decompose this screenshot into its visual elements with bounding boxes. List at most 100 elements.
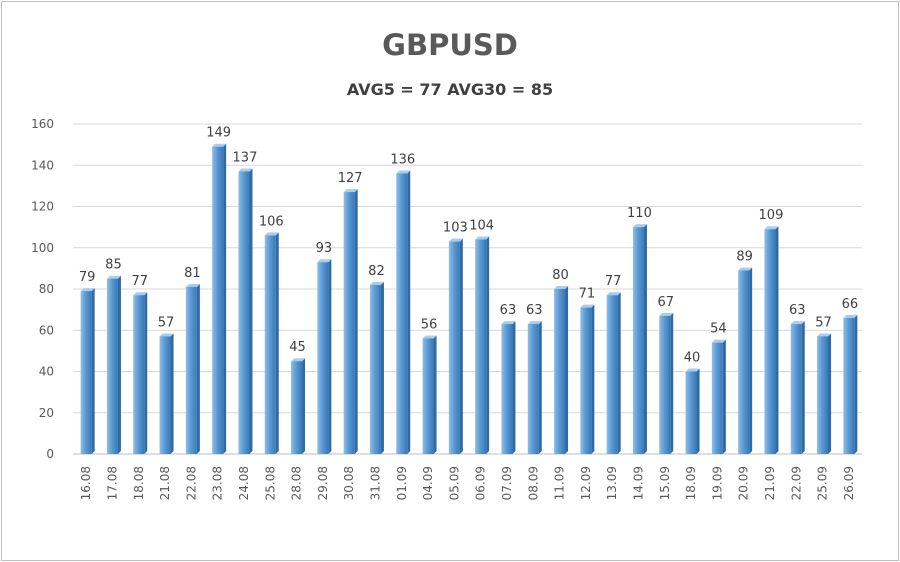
x-tick-label: 26.09 (842, 466, 856, 500)
bar-30.08 (343, 189, 358, 454)
bar-31.08 (369, 281, 384, 454)
data-label: 109 (759, 208, 784, 223)
x-tick-label: 08.09 (526, 466, 540, 500)
x-tick-label: 30.08 (342, 466, 356, 500)
data-label: 149 (206, 126, 231, 141)
data-label: 103 (443, 221, 468, 236)
y-tick-label: 40 (39, 365, 54, 379)
bar-04.09 (422, 335, 437, 454)
x-tick-label: 25.08 (263, 466, 277, 500)
x-tick-label: 05.09 (447, 466, 461, 500)
bar-17.08 (106, 275, 121, 454)
bar-29.08 (317, 259, 332, 454)
data-label: 93 (316, 241, 333, 256)
bar-26.09 (843, 314, 858, 454)
data-label: 63 (789, 303, 806, 318)
bar-12.09 (580, 304, 595, 454)
data-label: 89 (736, 249, 753, 264)
bar-18.08 (133, 292, 148, 454)
bar-15.09 (659, 312, 674, 454)
x-tick-label: 06.09 (474, 466, 488, 500)
data-label: 136 (390, 153, 415, 168)
x-tick-label: 20.09 (737, 466, 751, 500)
bar-21.09 (764, 226, 779, 454)
x-tick-label: 23.08 (211, 466, 225, 500)
data-label: 63 (500, 303, 517, 318)
y-tick-label: 120 (31, 200, 54, 214)
x-tick-label: 15.09 (658, 466, 672, 500)
data-label: 137 (233, 150, 258, 165)
gridlines (73, 123, 862, 455)
data-label: 54 (710, 322, 727, 337)
bar-11.09 (554, 286, 569, 454)
data-label: 79 (79, 270, 96, 285)
bars (80, 143, 858, 454)
x-tick-label: 13.09 (605, 466, 619, 500)
data-label: 56 (421, 318, 438, 333)
data-label: 82 (368, 264, 385, 279)
bar-22.09 (790, 321, 805, 454)
bar-25.08 (264, 232, 279, 454)
bar-08.09 (527, 321, 542, 454)
data-label: 104 (469, 219, 494, 234)
x-tick-label: 29.08 (316, 466, 330, 500)
y-tick-label: 0 (46, 447, 54, 461)
data-label: 81 (184, 266, 201, 281)
x-tick-label: 31.08 (368, 466, 382, 500)
data-label: 45 (289, 340, 306, 355)
y-tick-label: 100 (31, 241, 54, 255)
chart-title: GBPUSD (382, 28, 518, 62)
x-tick-label: 22.08 (184, 466, 198, 500)
bar-28.08 (291, 358, 306, 454)
data-label: 40 (684, 351, 701, 366)
x-tick-label: 19.09 (710, 466, 724, 500)
y-tick-label: 20 (39, 406, 54, 420)
bar-19.09 (711, 339, 726, 454)
x-tick-label: 18.09 (684, 466, 698, 500)
x-tick-label: 16.08 (79, 466, 93, 500)
x-tick-label: 22.09 (789, 466, 803, 500)
chart-subtitle: AVG5 = 77 AVG30 = 85 (346, 80, 554, 99)
bar-05.09 (448, 238, 463, 454)
y-axis: 0 20 40 60 80 100 120 140 160 (31, 117, 54, 461)
bar-06.09 (475, 236, 490, 454)
data-label: 57 (158, 315, 175, 330)
bar-25.09 (817, 333, 832, 454)
x-tick-label: 21.08 (158, 466, 172, 500)
x-tick-label: 17.08 (105, 466, 119, 500)
data-label: 106 (259, 214, 284, 229)
x-tick-label: 28.08 (290, 466, 304, 500)
bar-22.08 (185, 283, 200, 454)
data-label: 77 (605, 274, 622, 289)
y-tick-label: 60 (39, 323, 54, 337)
bar-07.09 (501, 321, 516, 454)
bar-13.09 (606, 292, 621, 454)
y-tick-label: 140 (31, 158, 54, 172)
x-tick-label: 12.09 (579, 466, 593, 500)
bar-16.08 (80, 288, 95, 454)
data-label: 67 (657, 295, 674, 310)
bar-20.09 (738, 267, 753, 454)
x-tick-label: 01.09 (395, 466, 409, 500)
bar-01.09 (396, 170, 411, 454)
x-tick-label: 07.09 (500, 466, 514, 500)
x-tick-label: 11.09 (553, 466, 567, 500)
x-tick-label: 04.09 (421, 466, 435, 500)
x-tick-label: 25.09 (816, 466, 830, 500)
data-label: 85 (105, 258, 122, 273)
bar-21.08 (159, 333, 174, 454)
bar-24.08 (238, 168, 253, 454)
data-label: 71 (579, 287, 596, 302)
x-tick-label: 21.09 (763, 466, 777, 500)
x-axis: 16.08 17.08 18.08 21.08 22.08 23.08 24.08 25.08… (79, 466, 856, 500)
data-label: 127 (338, 171, 363, 186)
bar-18.09 (685, 368, 700, 454)
data-label: 80 (552, 268, 569, 283)
data-label: 66 (842, 297, 859, 312)
x-tick-label: 18.08 (132, 466, 146, 500)
data-label: 63 (526, 303, 543, 318)
data-label: 110 (627, 206, 652, 221)
data-label: 57 (815, 315, 832, 330)
